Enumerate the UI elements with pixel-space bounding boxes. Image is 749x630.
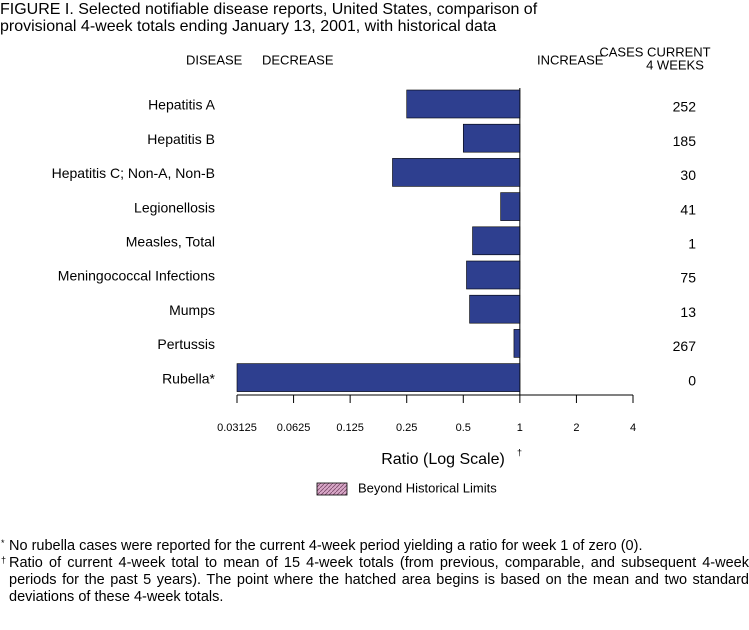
x-axis-label-mark: †: [517, 447, 522, 457]
cases-value: 0: [688, 372, 696, 388]
category-label: Hepatitis C; Non-A, Non-B: [52, 165, 215, 181]
legend-label: Beyond Historical Limits: [358, 480, 497, 495]
bar: [462, 123, 521, 153]
footnote: † Ratio of current 4-week total to mean o…: [0, 555, 749, 606]
cases-value: 13: [680, 304, 696, 320]
category-label: Mumps: [169, 302, 215, 318]
cases-value: 1: [688, 236, 696, 252]
footnote-text: No rubella cases were reported for the c…: [9, 538, 643, 554]
x-tick-label: 0.25: [396, 422, 417, 434]
cases-value: 185: [673, 133, 697, 149]
chart-title: provisional 4-week totals ending January…: [0, 18, 496, 35]
bar: [406, 89, 521, 119]
bar: [236, 363, 521, 392]
category-label: Measles, Total: [126, 234, 215, 250]
column-header: 4 WEEKS: [646, 57, 704, 72]
bar: [392, 158, 521, 187]
column-header: DECREASE: [262, 52, 334, 67]
category-label: Hepatitis B: [147, 131, 215, 147]
column-header: CASES CURRENT: [599, 44, 710, 59]
bar: [500, 192, 521, 221]
footnote-mark: †: [1, 555, 7, 565]
column-header: INCREASE: [537, 52, 604, 67]
category-label: Legionellosis: [134, 199, 215, 215]
x-axis-label: Ratio (Log Scale): [381, 451, 505, 468]
cases-value: 75: [680, 270, 696, 286]
bar: [472, 226, 521, 256]
category-label: Rubella*: [162, 370, 215, 386]
category-label: Hepatitis A: [148, 97, 216, 113]
x-tick-label: 0.03125: [217, 422, 257, 434]
footnote: * No rubella cases were reported for the …: [0, 538, 749, 555]
bar: [513, 329, 521, 358]
category-label: Meningococcal Infections: [58, 268, 215, 284]
bar: [469, 294, 521, 324]
column-header: DISEASE: [186, 52, 243, 67]
footnote-text: Ratio of current 4-week total to mean of…: [9, 555, 749, 605]
x-tick-label: 0.125: [336, 422, 364, 434]
legend-swatch: [316, 482, 348, 496]
x-tick-label: 1: [517, 422, 523, 434]
chart-title: FIGURE I. Selected notifiable disease re…: [0, 1, 538, 18]
bar: [466, 260, 521, 290]
chart: FIGURE I. Selected notifiable disease re…: [0, 1, 711, 496]
cases-value: 252: [673, 99, 697, 115]
cases-value: 41: [680, 201, 696, 217]
cases-value: 30: [680, 167, 696, 183]
x-tick-label: 0.5: [456, 422, 471, 434]
x-tick-label: 2: [573, 422, 579, 434]
x-tick-label: 0.0625: [277, 422, 311, 434]
footnote-mark: *: [1, 538, 5, 548]
x-tick-label: 4: [630, 422, 636, 434]
cases-value: 267: [673, 338, 697, 354]
category-label: Pertussis: [157, 336, 215, 352]
footnotes: * No rubella cases were reported for the …: [0, 538, 749, 606]
